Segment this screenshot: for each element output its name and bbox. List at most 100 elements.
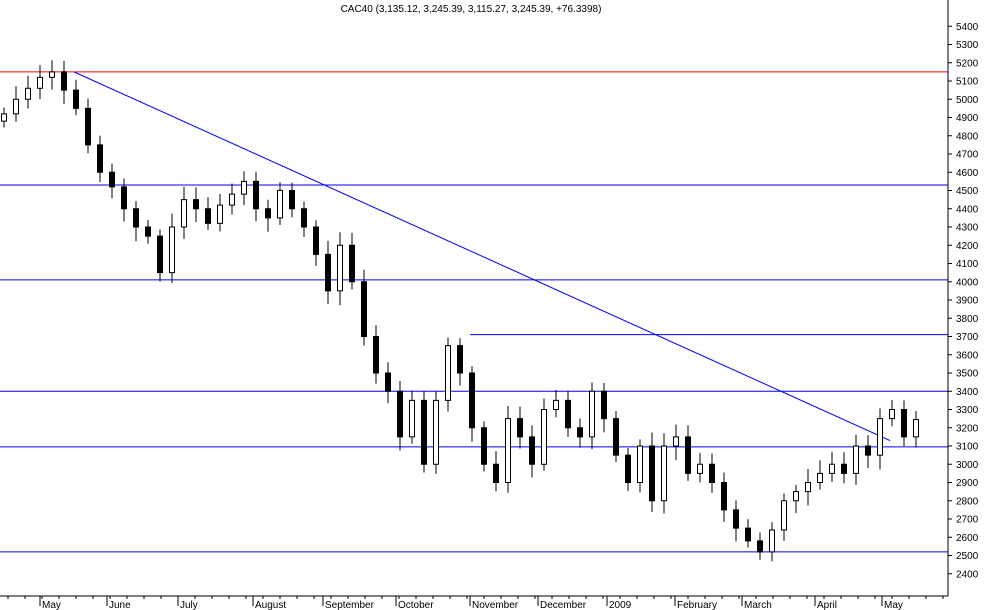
x-tick-label: November — [472, 600, 519, 610]
candle-body — [901, 409, 907, 438]
candle-body — [1, 113, 7, 122]
x-tick-label: February — [677, 600, 717, 610]
horizontal-levels — [0, 71, 948, 553]
candle-body — [181, 199, 187, 228]
candle-body — [541, 409, 547, 465]
y-tick-label: 4500 — [956, 186, 979, 197]
candle-body — [13, 98, 19, 115]
y-tick-label: 3500 — [956, 369, 979, 380]
candle-body — [133, 208, 139, 228]
candle-body — [769, 529, 775, 553]
x-tick-label: October — [398, 600, 434, 610]
candle-body — [733, 509, 739, 529]
y-axis: 2400 2500 2600 2700 2800 2900 3000 3100 3200 3300… — [947, 0, 979, 596]
y-tick-label: 5300 — [956, 40, 979, 51]
y-tick-label: 2900 — [956, 478, 979, 489]
candle-body — [313, 226, 319, 255]
y-tick-label: 4900 — [956, 113, 979, 124]
candle-body — [721, 482, 727, 511]
candle-body — [757, 540, 763, 553]
x-tick-label: April — [817, 600, 837, 610]
candle-body — [673, 436, 679, 447]
candle-body — [157, 235, 163, 274]
x-tick-label: 2009 — [609, 600, 632, 610]
candle-body — [601, 390, 607, 420]
candle-body — [505, 418, 511, 483]
candle-body — [241, 180, 247, 195]
trendline — [73, 71, 891, 441]
y-tick-label: 2600 — [956, 533, 979, 544]
candle-body — [853, 445, 859, 474]
candle-body — [193, 199, 199, 210]
candle-body — [61, 71, 67, 91]
x-axis: May June July August September October Novembe… — [0, 595, 948, 610]
candle-body — [265, 208, 271, 219]
candle-body — [325, 253, 331, 292]
candle-body — [373, 336, 379, 374]
candle-body — [817, 472, 823, 483]
y-tick-label: 3200 — [956, 423, 979, 434]
x-tick-label: December — [540, 600, 587, 610]
y-tick-label: 5000 — [956, 95, 979, 106]
candle-body — [457, 345, 463, 374]
y-tick-label: 5200 — [956, 58, 979, 69]
x-tick-label: July — [180, 600, 198, 610]
y-tick-label: 3600 — [956, 350, 979, 361]
y-tick-label: 4700 — [956, 150, 979, 161]
candle-body — [121, 186, 127, 210]
candle-body — [349, 244, 355, 283]
candle-body — [421, 399, 427, 465]
candle-body — [865, 445, 871, 456]
candle-body — [253, 180, 259, 210]
candle-body — [409, 399, 415, 438]
y-tick-label: 4400 — [956, 204, 979, 215]
candle-body — [385, 372, 391, 392]
candle-body — [493, 463, 499, 483]
y-tick-label: 2700 — [956, 515, 979, 526]
candle-body — [805, 482, 811, 493]
candle-body — [145, 226, 151, 237]
y-tick-label: 4100 — [956, 259, 979, 270]
candle-body — [829, 463, 835, 474]
candle-body — [445, 345, 451, 401]
candles — [1, 60, 919, 562]
chart-title: CAC40 (3,135.12, 3,245.39, 3,115.27, 3,2… — [341, 4, 602, 15]
y-tick-label: 3300 — [956, 405, 979, 416]
y-tick-label: 4800 — [956, 131, 979, 142]
candle-body — [589, 390, 595, 438]
candle-body — [661, 445, 667, 502]
candle-body — [277, 190, 283, 219]
candle-body — [613, 418, 619, 456]
candle-body — [337, 244, 343, 292]
candle-body — [517, 418, 523, 438]
candle-body — [625, 454, 631, 483]
candle-body — [841, 463, 847, 474]
y-tick-label: 3000 — [956, 460, 979, 471]
y-tick-label: 4300 — [956, 223, 979, 234]
y-tick-label: 2800 — [956, 496, 979, 507]
candle-body — [685, 436, 691, 474]
candle-body — [529, 436, 535, 465]
candle-body — [25, 87, 31, 100]
y-tick-label: 4600 — [956, 168, 979, 179]
candle-body — [301, 208, 307, 228]
candle-body — [433, 399, 439, 465]
candle-body — [793, 491, 799, 502]
y-tick-label: 4000 — [956, 277, 979, 288]
candle-body — [97, 144, 103, 173]
candle-body — [481, 427, 487, 465]
candle-body — [889, 409, 895, 420]
y-tick-label: 3400 — [956, 387, 979, 398]
candle-body — [85, 107, 91, 146]
candle-body — [709, 463, 715, 483]
candle-body — [205, 208, 211, 224]
candle-body — [637, 445, 643, 483]
candle-body — [169, 226, 175, 274]
x-tick-label: May — [884, 600, 903, 610]
y-tick-label: 2400 — [956, 569, 979, 580]
y-tick-label: 3900 — [956, 296, 979, 307]
x-tick-label: March — [744, 600, 772, 610]
candle-body — [745, 527, 751, 542]
candle-body — [73, 89, 79, 109]
